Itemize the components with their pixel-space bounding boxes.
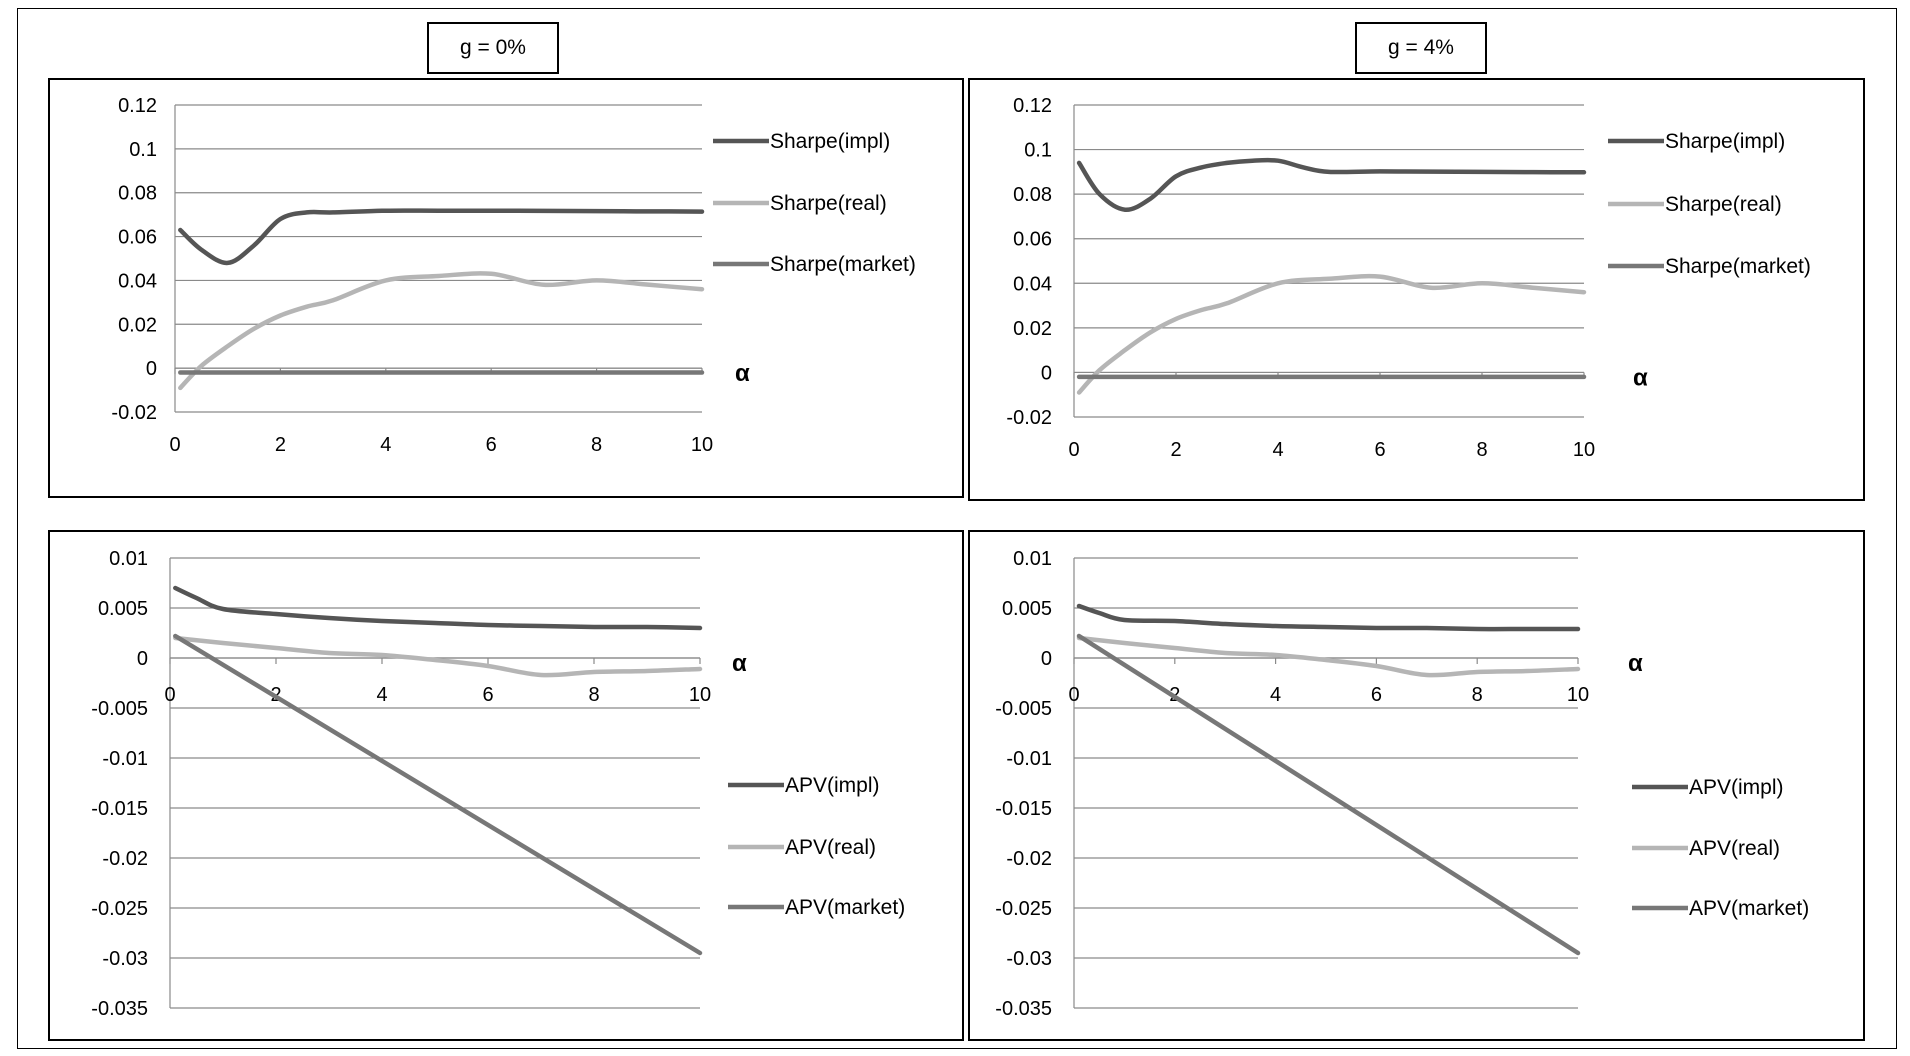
x-tick-label: 4 xyxy=(1272,439,1283,461)
y-tick-label: 0.04 xyxy=(1013,273,1052,295)
x-tick-label: 8 xyxy=(1476,439,1487,461)
y-tick-label: 0.01 xyxy=(109,548,148,570)
series-line-1 xyxy=(1076,273,1587,395)
x-tick-label: 4 xyxy=(1270,684,1281,706)
y-tick-label: -0.035 xyxy=(995,998,1052,1020)
y-tick-label: -0.02 xyxy=(1006,407,1052,429)
y-tick-label: 0.12 xyxy=(118,95,157,117)
y-tick-label: 0 xyxy=(1041,362,1052,384)
legend-label-0: Sharpe(impl) xyxy=(770,130,890,153)
x-tick-label: 6 xyxy=(482,684,493,706)
y-tick-label: -0.025 xyxy=(91,898,148,920)
x-tick-label: 0 xyxy=(169,434,180,456)
y-tick-label: 0.06 xyxy=(118,227,157,249)
y-tick-label: -0.005 xyxy=(995,698,1052,720)
y-tick-label: 0.02 xyxy=(1013,318,1052,340)
y-tick-label: 0.1 xyxy=(129,139,157,161)
y-tick-label: -0.01 xyxy=(102,748,148,770)
y-tick-label: 0.1 xyxy=(1024,140,1052,162)
y-tick-label: -0.03 xyxy=(1006,948,1052,970)
y-tick-label: 0.005 xyxy=(98,598,148,620)
x-tick-label: 10 xyxy=(691,434,713,456)
y-tick-label: 0.12 xyxy=(1013,95,1052,117)
y-tick-label: -0.02 xyxy=(1006,848,1052,870)
x-tick-label: 0 xyxy=(164,684,175,706)
y-tick-label: -0.01 xyxy=(1006,748,1052,770)
panel-frame xyxy=(968,530,1865,1041)
y-tick-label: 0.005 xyxy=(1002,598,1052,620)
legend-label-1: Sharpe(real) xyxy=(770,192,887,215)
legend-label-2: APV(market) xyxy=(1689,897,1809,920)
x-tick-label: 4 xyxy=(380,434,391,456)
legend-label-1: APV(real) xyxy=(1689,837,1780,860)
y-tick-label: 0.08 xyxy=(118,183,157,205)
y-tick-label: 0.04 xyxy=(118,270,157,292)
series-line-0 xyxy=(173,585,703,631)
header-g4: g = 4% xyxy=(1355,22,1487,74)
series-line-0 xyxy=(178,208,705,266)
header-g4-label: g = 4% xyxy=(1388,36,1454,59)
y-tick-label: -0.02 xyxy=(111,402,157,424)
outer-frame xyxy=(17,8,1897,1049)
x-tick-label: 6 xyxy=(1371,684,1382,706)
x-tick-label: 6 xyxy=(486,434,497,456)
y-tick-label: -0.015 xyxy=(91,798,148,820)
x-tick-label: 8 xyxy=(591,434,602,456)
chart-panel-2: 0.01 0.005 0 -0.005 -0.01 -0.015 -0.02 -0.025 -0… xyxy=(48,530,964,1041)
series-line-1 xyxy=(173,635,703,678)
x-tick-label: 4 xyxy=(376,684,387,706)
x-axis-label: α xyxy=(732,650,747,677)
x-axis-label: α xyxy=(1633,364,1648,391)
x-tick-label: 2 xyxy=(1170,439,1181,461)
chart-panel-3: 0.01 0.005 0 -0.005 -0.01 -0.015 -0.02 -0.025 -0… xyxy=(968,530,1865,1041)
y-tick-label: 0.02 xyxy=(118,314,157,336)
y-tick-label: -0.025 xyxy=(995,898,1052,920)
legend-label-0: APV(impl) xyxy=(1689,776,1784,799)
x-tick-label: 0 xyxy=(1068,439,1079,461)
series-line-1 xyxy=(1076,635,1581,678)
y-tick-label: -0.02 xyxy=(102,848,148,870)
legend-label-0: Sharpe(impl) xyxy=(1665,130,1785,153)
series-line-2 xyxy=(173,633,703,956)
legend-label-2: APV(market) xyxy=(785,896,905,919)
y-tick-label: 0.08 xyxy=(1013,184,1052,206)
y-tick-label: 0.06 xyxy=(1013,229,1052,251)
series-line-1 xyxy=(178,271,705,391)
y-tick-label: 0 xyxy=(1041,648,1052,670)
x-axis-label: α xyxy=(735,360,750,387)
x-tick-label: 8 xyxy=(588,684,599,706)
chart-panel-0: 0.12 0.1 0.08 0.06 0.04 0.02 0 -0.02 0 2 4 6 8 10 α Sha… xyxy=(48,78,964,498)
y-tick-label: -0.035 xyxy=(91,998,148,1020)
y-tick-label: -0.015 xyxy=(995,798,1052,820)
legend-label-1: APV(real) xyxy=(785,836,876,859)
x-tick-label: 8 xyxy=(1472,684,1483,706)
y-tick-label: 0 xyxy=(137,648,148,670)
header-g0-label: g = 0% xyxy=(460,36,526,59)
y-tick-label: -0.005 xyxy=(91,698,148,720)
series-line-0 xyxy=(1076,603,1581,632)
series-line-2 xyxy=(1076,633,1581,956)
x-tick-label: 10 xyxy=(1573,439,1595,461)
x-tick-label: 0 xyxy=(1068,684,1079,706)
x-tick-label: 10 xyxy=(689,684,711,706)
chart-panel-1: 0.12 0.1 0.08 0.06 0.04 0.02 0 -0.02 0 2 4 6 8 10 α Sha… xyxy=(968,78,1865,501)
panel-frame xyxy=(48,530,964,1041)
x-tick-label: 6 xyxy=(1374,439,1385,461)
legend-label-1: Sharpe(real) xyxy=(1665,193,1782,216)
y-tick-label: 0.01 xyxy=(1013,548,1052,570)
series-line-0 xyxy=(1076,157,1587,212)
y-tick-label: -0.03 xyxy=(102,948,148,970)
header-g0: g = 0% xyxy=(427,22,559,74)
legend-label-2: Sharpe(market) xyxy=(770,253,916,276)
y-tick-label: 0 xyxy=(146,358,157,380)
x-tick-label: 2 xyxy=(275,434,286,456)
x-tick-label: 10 xyxy=(1567,684,1589,706)
legend-label-2: Sharpe(market) xyxy=(1665,255,1811,278)
x-axis-label: α xyxy=(1628,650,1643,677)
legend-label-0: APV(impl) xyxy=(785,774,880,797)
